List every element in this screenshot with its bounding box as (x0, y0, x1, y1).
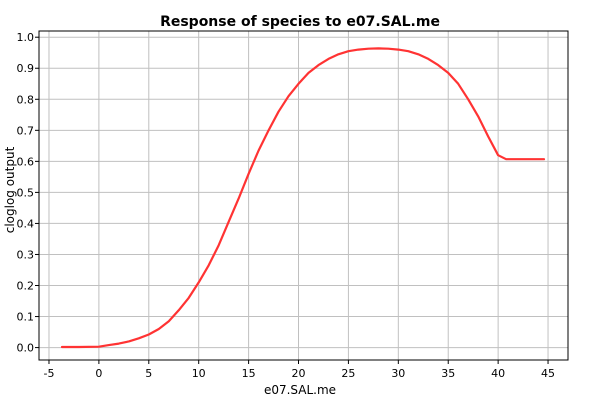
x-tick-label: 10 (192, 367, 206, 380)
axis-ticks: -5 0 5 10 15 20 25 30 35 40 45 0.0 0.1 0.2 0.3 0.4 0.5 0.… (17, 31, 556, 380)
chart-title: Response of species to e07.SAL.me (160, 14, 440, 30)
grid (39, 31, 568, 360)
x-axis-label: e07.SAL.me (264, 383, 336, 397)
y-tick-label: 1.0 (17, 31, 35, 44)
y-tick-label: 0.2 (17, 280, 35, 293)
x-tick-label: 30 (391, 367, 405, 380)
y-tick-label: 0.0 (17, 342, 35, 355)
y-tick-label: 0.9 (17, 62, 35, 75)
x-tick-label: 0 (95, 367, 102, 380)
y-tick-label: 0.3 (17, 248, 35, 261)
x-tick-label: 5 (145, 367, 152, 380)
response-curve (60, 47, 546, 349)
plot-area (38, 30, 569, 361)
x-tick-label: 45 (541, 367, 555, 380)
y-tick-label: 0.6 (17, 155, 35, 168)
y-tick-label: 0.5 (17, 186, 35, 199)
y-axis-label: cloglog output (3, 146, 17, 233)
x-tick-label: 25 (341, 367, 355, 380)
x-tick-label: -5 (43, 367, 54, 380)
x-tick-label: 35 (441, 367, 455, 380)
x-tick-label: 20 (292, 367, 306, 380)
y-tick-label: 0.7 (17, 124, 35, 137)
y-tick-label: 0.1 (17, 311, 35, 324)
y-tick-label: 0.4 (17, 217, 35, 230)
x-tick-label: 40 (491, 367, 505, 380)
x-tick-label: 15 (242, 367, 256, 380)
data-layer (60, 47, 546, 349)
y-tick-label: 0.8 (17, 93, 35, 106)
